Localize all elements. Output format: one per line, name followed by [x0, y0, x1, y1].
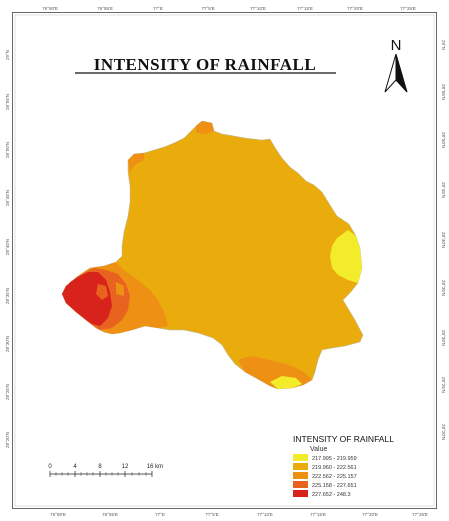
top-tick-label: 77°10'E: [250, 6, 266, 11]
rainfall-map-region: [61, 120, 364, 390]
legend-title: INTENSITY OF RAINFALL: [293, 434, 394, 444]
scale-label: 4: [73, 464, 77, 470]
right-tick-labels: 29°N 28°55'N 28°50'N 28°45'N 28°40'N 28°…: [441, 40, 446, 440]
legend-swatch: [293, 454, 308, 461]
region-main: [61, 120, 364, 390]
top-tick-label: 76°55'E: [97, 6, 113, 11]
top-tick-label: 76°50'E: [42, 6, 58, 11]
map-border: [12, 12, 437, 509]
legend-label: 217.995 - 219.959: [312, 456, 357, 462]
left-tick-label: 28°20'N: [5, 432, 10, 448]
legend-label: 222.562 - 225.157: [312, 474, 357, 480]
legend-swatch: [293, 472, 308, 479]
right-tick-label: 28°35'N: [441, 280, 446, 296]
legend-swatch: [293, 463, 308, 470]
right-tick-label: 29°N: [441, 40, 446, 50]
right-tick-label: 28°20'N: [441, 424, 446, 440]
scale-label: 8: [98, 464, 102, 470]
bottom-tick-label: 77°15'E: [310, 512, 326, 517]
region-patch-south-yellow: [270, 376, 302, 389]
top-tick-label: 77°25'E: [400, 6, 416, 11]
bottom-tick-label: 77°25'E: [412, 512, 428, 517]
region-patch-top-left: [128, 153, 144, 172]
left-tick-labels: 29°N 28°55'N 28°50'N 28°45'N 28°40'N 28°…: [5, 50, 10, 448]
left-tick-label: 28°55'N: [5, 94, 10, 110]
north-label: N: [391, 37, 402, 54]
bottom-tick-labels: 76°50'E 76°55'E 77°E 77°5'E 77°10'E 77°1…: [50, 512, 428, 517]
region-patch-west-spot-2: [116, 282, 124, 296]
map-title: INTENSITY OF RAINFALL: [94, 55, 316, 74]
top-tick-label: 77°5'E: [201, 6, 214, 11]
left-tick-label: 28°45'N: [5, 190, 10, 206]
region-patch-west-spot: [96, 284, 108, 300]
region-patch-west-red: [62, 272, 112, 326]
north-arrow-icon: N: [384, 37, 408, 93]
bottom-tick-label: 77°E: [155, 512, 165, 517]
top-tick-labels: 76°50'E 76°55'E 77°E 77°5'E 77°10'E 77°1…: [42, 6, 416, 11]
region-patch-top: [196, 121, 214, 134]
region-patch-east-yellow: [330, 230, 362, 283]
legend-label: 227.652 - 248.3: [312, 492, 351, 498]
right-tick-label: 28°55'N: [441, 84, 446, 100]
legend-swatch: [293, 490, 308, 497]
top-tick-label: 77°E: [153, 6, 163, 11]
left-tick-label: 28°30'N: [5, 336, 10, 352]
top-tick-label: 77°20'E: [347, 6, 363, 11]
right-tick-label: 28°50'N: [441, 132, 446, 148]
bottom-tick-label: 76°50'E: [50, 512, 66, 517]
scale-label: 12: [122, 464, 129, 470]
left-tick-label: 28°50'N: [5, 142, 10, 158]
legend-subtitle: Value: [310, 446, 327, 453]
left-tick-label: 29°N: [5, 50, 10, 60]
bottom-tick-label: 77°20'E: [362, 512, 378, 517]
map-inner-border: [14, 14, 435, 507]
legend-label: 219.960 - 222.561: [312, 465, 357, 471]
top-tick-label: 77°15'E: [297, 6, 313, 11]
right-tick-label: 28°45'N: [441, 182, 446, 198]
right-tick-label: 28°40'N: [441, 232, 446, 248]
left-tick-label: 28°35'N: [5, 288, 10, 304]
bottom-tick-label: 77°10'E: [257, 512, 273, 517]
legend: INTENSITY OF RAINFALL Value 217.995 - 21…: [293, 434, 394, 498]
bottom-tick-label: 76°55'E: [102, 512, 118, 517]
right-tick-label: 28°25'N: [441, 377, 446, 393]
scale-bar: 0 4 8 12 16 km: [48, 464, 163, 477]
right-tick-label: 28°30'N: [441, 330, 446, 346]
scale-label: 16 km: [147, 464, 163, 470]
bottom-tick-label: 77°5'E: [205, 512, 218, 517]
scale-label: 0: [48, 464, 52, 470]
legend-label: 225.158 - 227.651: [312, 483, 357, 489]
left-tick-label: 28°40'N: [5, 239, 10, 255]
left-tick-label: 28°25'N: [5, 384, 10, 400]
legend-swatch: [293, 481, 308, 488]
